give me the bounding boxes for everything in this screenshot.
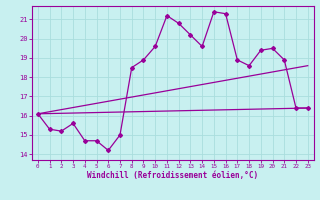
X-axis label: Windchill (Refroidissement éolien,°C): Windchill (Refroidissement éolien,°C) xyxy=(87,171,258,180)
